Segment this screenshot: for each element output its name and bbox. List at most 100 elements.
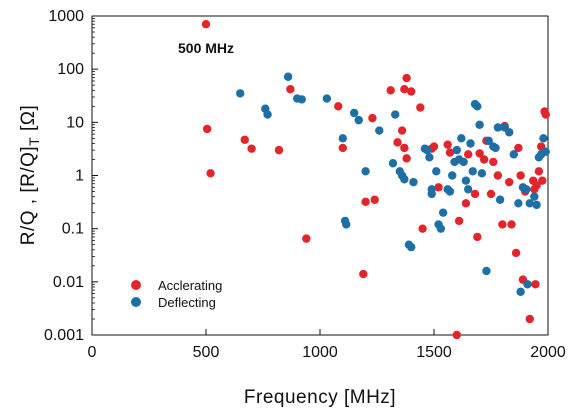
accelerating-point [418,224,427,233]
accelerating-point [359,269,368,279]
accelerating-point [464,150,473,159]
y-tick-label: 10 [66,114,84,131]
data-points [201,20,550,340]
accelerating-point [514,143,523,153]
accelerating-point [505,177,514,187]
y-tick-label: 0.001 [44,327,84,344]
accelerating-point [525,314,534,324]
accelerating-point [507,220,516,229]
accelerating-point [434,183,443,192]
deflecting-point [452,145,461,155]
deflecting-point [388,159,398,168]
accelerating-point [202,124,212,134]
accelerating-point [416,103,425,112]
y-axis-title-main: R/Q , [R/Q] [18,146,39,245]
deflecting-point [523,280,532,289]
accelerating-point [475,149,484,158]
deflecting-point [477,169,487,178]
deflecting-point [539,134,548,143]
legend-marker-accelerating [131,280,141,290]
deflecting-point [263,110,272,119]
deflecting-point [522,185,531,194]
deflecting-point [525,199,534,208]
accelerating-point [470,189,480,199]
accelerating-point [247,144,256,153]
accelerating-point [516,171,525,180]
deflecting-point [422,145,432,155]
accelerating-point [461,199,471,208]
accelerating-point [445,148,455,157]
plot-area [91,15,549,336]
x-tick-label: 2000 [530,344,566,361]
frequency-annotation: 500 MHz [178,40,234,56]
x-tick-label: 0 [88,344,97,361]
accelerating-point [402,73,411,83]
accelerating-point [534,167,544,176]
x-tick-label: 1000 [302,344,338,361]
accelerating-point [361,197,370,207]
accelerating-point [531,280,540,289]
x-axis-title: Frequency [MHz] [244,387,396,408]
accelerating-point [407,87,416,96]
accelerating-point [286,84,295,94]
deflecting-point [484,136,493,145]
accelerating-point [393,138,402,147]
x-tick-label: 500 [193,344,220,361]
deflecting-point [468,167,477,176]
deflecting-point [448,171,457,180]
legend-marker-deflecting [131,297,141,307]
deflecting-point [457,134,466,143]
deflecting-point [400,175,409,184]
deflecting-point [322,94,332,103]
deflecting-point [530,192,539,201]
y-tick-label: 0.1 [62,221,84,238]
deflecting-point [491,143,500,153]
accelerating-point [201,20,211,29]
accelerating-point [400,84,409,94]
y-axis-title: R/Q , [R/Q]T [Ω] [18,105,42,246]
y-tick-label: 0.01 [53,274,84,291]
deflecting-point [475,120,484,129]
legend: Acclerating Deflecting [131,278,222,310]
y-axis: 0.001 0.01 0.1 1 10 100 1000 [44,8,98,344]
deflecting-point [338,134,347,143]
accelerating-point [302,234,311,243]
accelerating-point [486,189,496,199]
accelerating-point [498,220,507,229]
accelerating-point [489,157,498,167]
accelerating-point [429,142,439,151]
deflecting-point [438,208,448,217]
accelerating-point [206,169,215,178]
accelerating-point [240,135,249,144]
accelerating-point [479,155,489,164]
deflecting-point [514,199,523,208]
legend-label-accelerating: Acclerating [158,278,222,293]
accelerating-point [397,126,407,135]
x-axis: 0 500 1000 1500 2000 [88,329,566,361]
deflecting-point [459,157,468,167]
deflecting-point [445,187,455,196]
deflecting-point [342,220,351,229]
deflecting-point [236,89,245,98]
deflecting-point [473,102,482,111]
deflecting-point [432,167,441,176]
deflecting-point [427,189,436,199]
y-tick-label: 1000 [48,8,84,25]
y-axis-title-subscript: T [26,137,42,146]
accelerating-point [334,102,343,111]
accelerating-point [532,181,541,190]
accelerating-point [370,195,379,204]
accelerating-point [511,248,521,258]
deflecting-point [297,95,306,104]
accelerating-point [386,86,395,95]
deflecting-point [425,153,434,162]
deflecting-point [354,115,363,125]
deflecting-point [350,108,359,118]
deflecting-point [493,123,503,132]
x-tick-label: 1500 [416,344,452,361]
accelerating-point [274,145,284,155]
deflecting-point [409,177,418,187]
deflecting-point [516,287,525,296]
legend-label-deflecting: Deflecting [158,295,216,310]
